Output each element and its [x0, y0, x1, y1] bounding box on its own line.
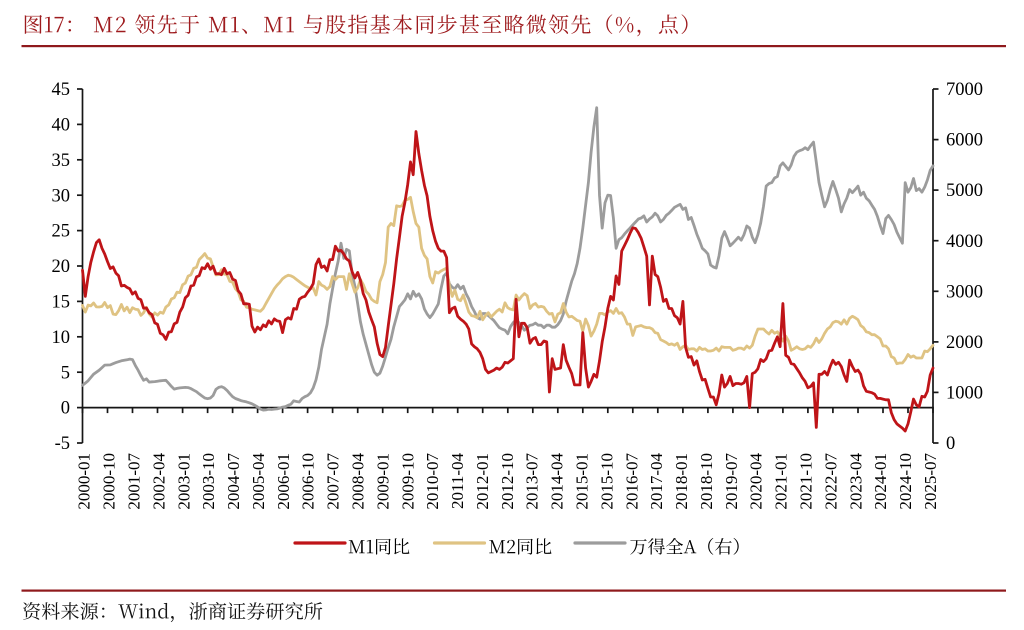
svg-text:20: 20 [52, 257, 71, 277]
svg-text:5000: 5000 [946, 181, 983, 201]
svg-text:3000: 3000 [946, 282, 983, 302]
svg-text:2019-07: 2019-07 [722, 453, 741, 510]
svg-text:2015-01: 2015-01 [573, 453, 592, 510]
svg-text:2024-01: 2024-01 [871, 453, 890, 510]
svg-text:2013-07: 2013-07 [523, 453, 542, 510]
svg-text:0: 0 [61, 399, 70, 419]
svg-text:30: 30 [52, 186, 71, 206]
svg-text:2018-01: 2018-01 [672, 453, 691, 510]
svg-text:2012-10: 2012-10 [498, 453, 517, 510]
svg-text:2000-01: 2000-01 [75, 453, 94, 510]
svg-text:2012-01: 2012-01 [473, 453, 492, 510]
svg-text:2009-10: 2009-10 [398, 453, 417, 510]
svg-text:2006-10: 2006-10 [299, 453, 318, 510]
svg-text:2000: 2000 [946, 333, 983, 353]
svg-text:2010-07: 2010-07 [423, 453, 442, 510]
svg-text:15: 15 [52, 293, 71, 313]
svg-text:6000: 6000 [946, 131, 983, 151]
svg-text:2021-01: 2021-01 [772, 453, 791, 510]
svg-text:7000: 7000 [946, 80, 983, 100]
svg-text:2022-07: 2022-07 [821, 453, 840, 510]
svg-text:2003-01: 2003-01 [174, 453, 193, 510]
svg-text:0: 0 [946, 434, 955, 454]
svg-text:40: 40 [52, 116, 71, 136]
svg-text:2009-01: 2009-01 [373, 453, 392, 510]
svg-text:2006-01: 2006-01 [274, 453, 293, 510]
svg-text:2002-04: 2002-04 [149, 453, 168, 510]
svg-text:2025-07: 2025-07 [921, 453, 940, 510]
svg-text:-5: -5 [55, 434, 70, 454]
svg-text:4000: 4000 [946, 232, 983, 252]
svg-text:2014-04: 2014-04 [548, 453, 567, 510]
svg-text:5: 5 [61, 363, 70, 383]
svg-text:25: 25 [52, 222, 71, 242]
svg-text:1000: 1000 [946, 384, 983, 404]
svg-text:2011-04: 2011-04 [448, 453, 467, 510]
svg-text:2007-07: 2007-07 [324, 453, 343, 510]
svg-text:45: 45 [52, 80, 71, 100]
svg-text:2003-10: 2003-10 [199, 453, 218, 510]
svg-text:35: 35 [52, 151, 71, 171]
svg-text:2008-04: 2008-04 [349, 453, 368, 510]
svg-text:2020-04: 2020-04 [747, 453, 766, 510]
svg-text:2016-07: 2016-07 [622, 453, 641, 510]
svg-text:2023-04: 2023-04 [846, 453, 865, 510]
svg-text:2005-04: 2005-04 [249, 453, 268, 510]
svg-text:2021-10: 2021-10 [797, 453, 816, 510]
svg-text:10: 10 [52, 328, 71, 348]
svg-text:2018-10: 2018-10 [697, 453, 716, 510]
svg-text:2000-10: 2000-10 [100, 453, 119, 510]
svg-text:2017-04: 2017-04 [647, 453, 666, 510]
svg-text:2024-10: 2024-10 [896, 453, 915, 510]
svg-text:2015-10: 2015-10 [597, 453, 616, 510]
svg-text:2004-07: 2004-07 [224, 453, 243, 510]
svg-text:2001-07: 2001-07 [125, 453, 144, 510]
